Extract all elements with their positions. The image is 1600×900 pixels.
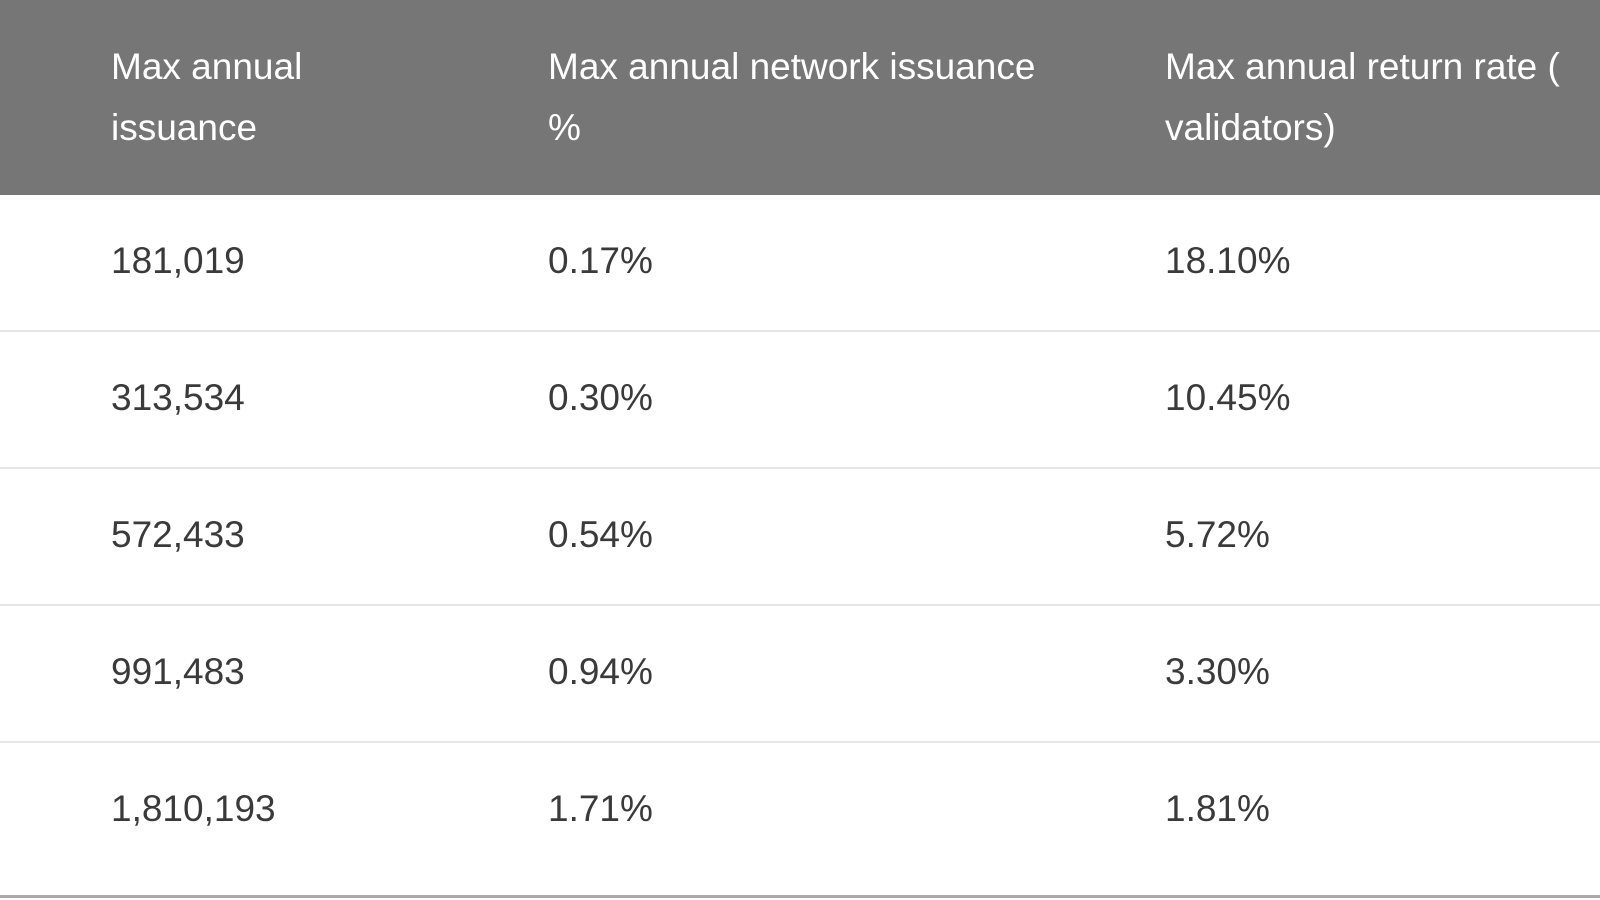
cell-max-annual-issuance: 313,534	[111, 377, 245, 418]
header-max-annual-network-issuance-percent: Max annual network issuance %	[548, 46, 1036, 148]
cell-max-annual-issuance: 181,019	[111, 240, 245, 281]
cell-return-rate: 18.10%	[1165, 240, 1291, 281]
cell-network-issuance-percent: 0.30%	[548, 377, 653, 418]
header-max-annual-issuance: Max annual issuance	[111, 46, 303, 148]
cell-max-annual-issuance: 1,810,193	[111, 788, 276, 829]
table-row: 991,483 0.94% 3.30%	[0, 606, 1600, 743]
cell-return-rate: 1.81%	[1165, 788, 1270, 829]
cell-network-issuance-percent: 1.71%	[548, 788, 653, 829]
cell-max-annual-issuance: 991,483	[111, 651, 245, 692]
table-row: 181,019 0.17% 18.10%	[0, 195, 1600, 332]
cell-network-issuance-percent: 0.94%	[548, 651, 653, 692]
table-header-row: Max annual issuance Max annual network i…	[0, 0, 1600, 195]
cell-network-issuance-percent: 0.17%	[548, 240, 653, 281]
cell-network-issuance-percent: 0.54%	[548, 514, 653, 555]
header-max-annual-return-rate: Max annual return rate ( validators)	[1165, 46, 1560, 148]
table-row: 572,433 0.54% 5.72%	[0, 469, 1600, 606]
cell-max-annual-issuance: 572,433	[111, 514, 245, 555]
cell-return-rate: 10.45%	[1165, 377, 1291, 418]
table-row: 1,810,193 1.71% 1.81%	[0, 743, 1600, 898]
table-row: 313,534 0.30% 10.45%	[0, 332, 1600, 469]
cell-return-rate: 3.30%	[1165, 651, 1270, 692]
cell-return-rate: 5.72%	[1165, 514, 1270, 555]
